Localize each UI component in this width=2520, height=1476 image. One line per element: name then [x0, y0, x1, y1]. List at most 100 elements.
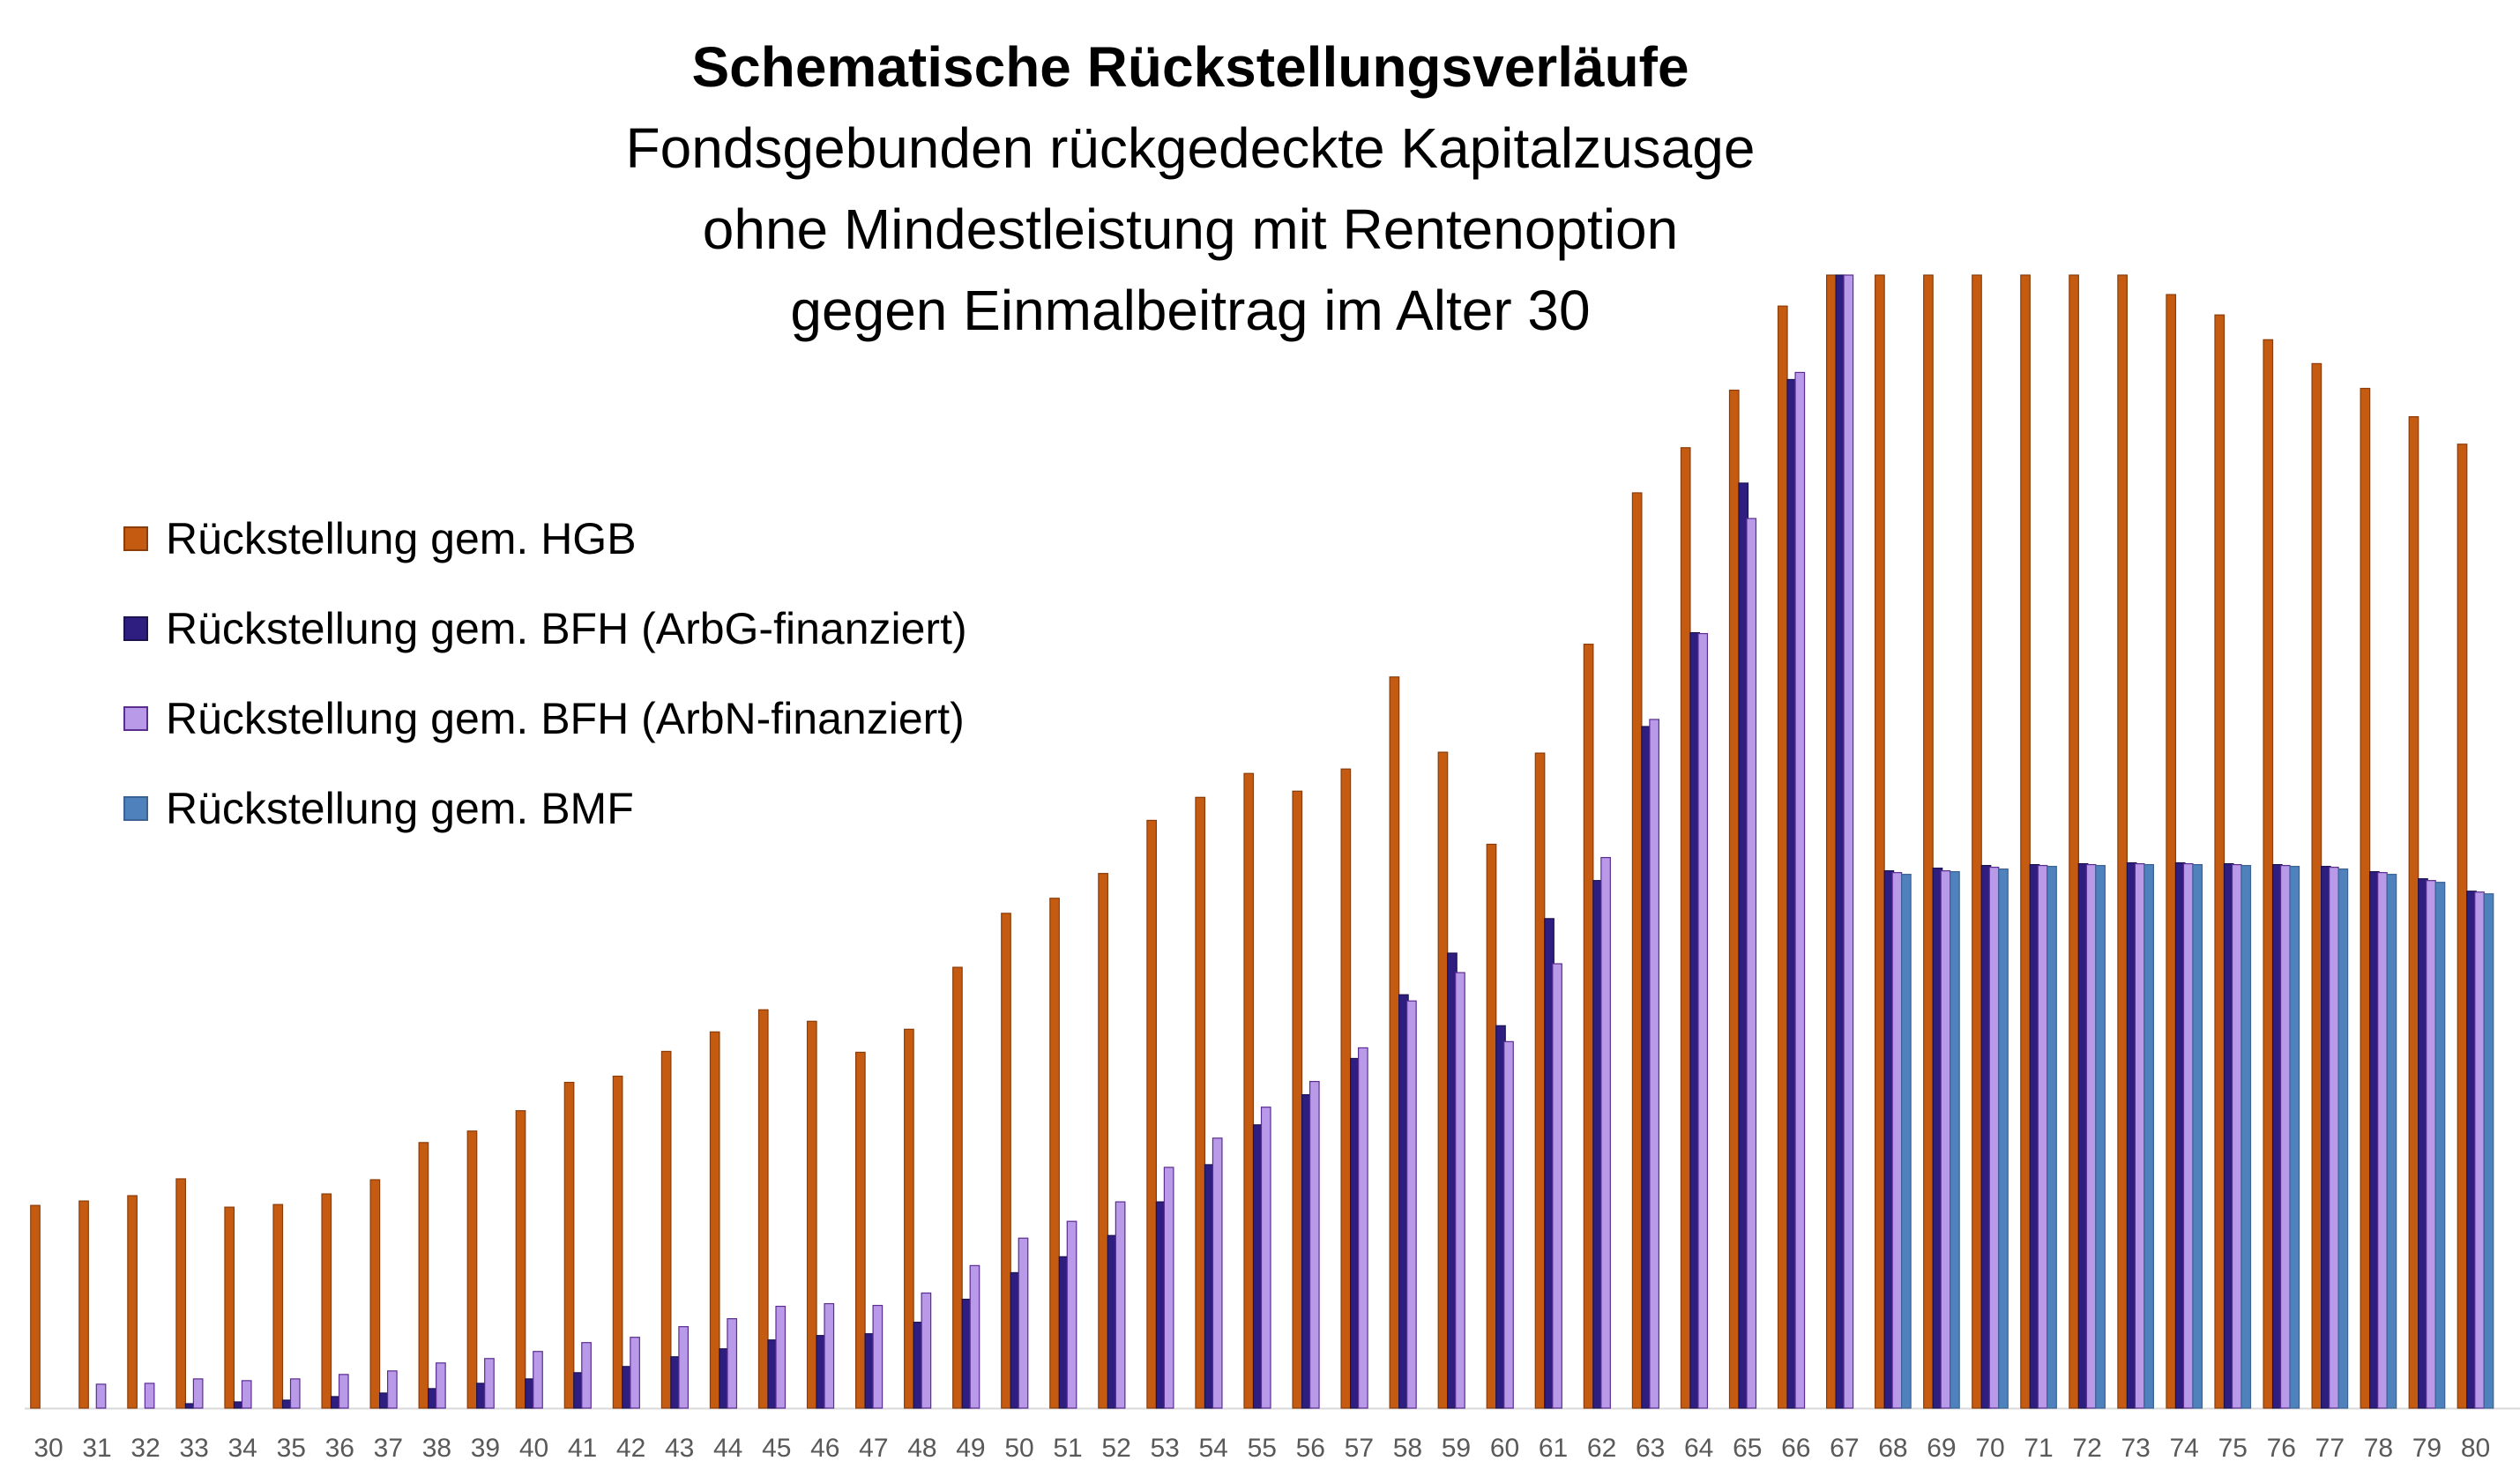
x-tick-label-64: 64 [1684, 1434, 1713, 1463]
bar-hgb-58 [1389, 676, 1400, 1409]
bar-hgb-76 [2263, 339, 2274, 1409]
bar-hgb-54 [1195, 796, 1206, 1409]
bar-bfh-arbn-32 [144, 1383, 155, 1409]
bar-bfh-arbn-66 [1794, 371, 1806, 1409]
x-tick-label-44: 44 [713, 1434, 742, 1463]
bar-bfh-arbn-70 [1988, 867, 2000, 1409]
x-tick-label-73: 73 [2121, 1434, 2150, 1463]
bar-hgb-52 [1098, 873, 1108, 1409]
bar-bfh-arbn-58 [1406, 1000, 1417, 1409]
bar-hgb-77 [2311, 362, 2322, 1409]
bar-hgb-79 [2408, 416, 2419, 1409]
bar-hgb-67 [1826, 274, 1837, 1409]
bar-hgb-71 [2020, 274, 2031, 1409]
bar-hgb-70 [1972, 274, 1982, 1409]
x-tick-label-72: 72 [2072, 1434, 2101, 1463]
bar-hgb-57 [1340, 768, 1352, 1409]
bar-bfh-arbn-47 [872, 1304, 883, 1409]
x-tick-label-42: 42 [616, 1434, 645, 1463]
bar-bfh-arbn-55 [1260, 1107, 1271, 1409]
bar-bfh-arbn-41 [581, 1342, 592, 1409]
bar-bmf-70 [1998, 868, 2009, 1409]
x-tick-label-51: 51 [1053, 1434, 1082, 1463]
x-tick-label-52: 52 [1101, 1434, 1130, 1463]
legend-item-bfh-arbn: Rückstellung gem. BFH (ArbN-finanziert) [123, 674, 967, 764]
bar-bmf-69 [1950, 871, 1960, 1409]
bar-hgb-34 [224, 1206, 235, 1409]
bar-bfh-arbn-69 [1940, 870, 1951, 1409]
bar-hgb-33 [175, 1178, 186, 1409]
legend-swatch-bfh-arbn [123, 706, 148, 731]
bar-hgb-56 [1292, 790, 1303, 1409]
bar-bfh-arbn-35 [289, 1378, 301, 1409]
x-tick-label-43: 43 [665, 1434, 694, 1463]
bar-bfh-arbn-50 [1018, 1237, 1029, 1409]
bar-bmf-77 [2337, 868, 2349, 1409]
bar-bmf-74 [2192, 863, 2203, 1409]
bar-hgb-73 [2117, 274, 2128, 1409]
x-tick-label-54: 54 [1199, 1434, 1228, 1463]
bar-hgb-40 [515, 1110, 526, 1409]
bar-hgb-66 [1777, 305, 1788, 1409]
bar-bfh-arbn-78 [2377, 872, 2388, 1409]
bar-hgb-64 [1680, 447, 1691, 1409]
x-tick-label-59: 59 [1442, 1434, 1471, 1463]
x-tick-label-49: 49 [956, 1434, 985, 1463]
bar-bfh-arbn-76 [2279, 865, 2291, 1409]
bar-hgb-62 [1583, 644, 1594, 1409]
bar-hgb-30 [30, 1204, 41, 1409]
bar-hgb-69 [1923, 274, 1934, 1409]
x-tick-label-70: 70 [1975, 1434, 2004, 1463]
x-tick-label-76: 76 [2267, 1434, 2296, 1463]
bar-hgb-31 [78, 1200, 89, 1409]
bar-hgb-55 [1243, 772, 1255, 1409]
bar-hgb-74 [2166, 294, 2177, 1409]
x-tick-label-56: 56 [1296, 1434, 1325, 1463]
bar-bfh-arbn-44 [727, 1318, 738, 1409]
bar-bfh-arbn-62 [1600, 856, 1611, 1409]
bar-bfh-arbn-53 [1163, 1167, 1174, 1409]
bar-bfh-arbn-73 [2134, 862, 2145, 1409]
x-tick-label-66: 66 [1781, 1434, 1810, 1463]
x-tick-label-46: 46 [810, 1434, 839, 1463]
x-tick-label-79: 79 [2412, 1434, 2442, 1463]
bar-bfh-arbn-52 [1115, 1201, 1126, 1409]
legend-swatch-bmf [123, 796, 148, 821]
bar-bmf-68 [1901, 874, 1912, 1409]
bar-bmf-78 [2386, 874, 2397, 1409]
bar-bfh-arbn-43 [678, 1326, 690, 1409]
bar-hgb-47 [854, 1051, 866, 1409]
bar-hgb-80 [2457, 444, 2468, 1409]
bar-bfh-arbn-42 [630, 1337, 640, 1409]
bar-hgb-41 [563, 1081, 575, 1409]
x-tick-label-38: 38 [422, 1434, 451, 1463]
bar-hgb-78 [2360, 387, 2371, 1409]
bar-hgb-72 [2069, 274, 2079, 1409]
x-tick-label-61: 61 [1539, 1434, 1568, 1463]
bar-hgb-75 [2214, 314, 2226, 1409]
bar-bfh-arbn-60 [1503, 1040, 1514, 1409]
legend-label-bmf: Rückstellung gem. BMF [166, 784, 634, 833]
chart-subtitle-line-2: ohne Mindestleistung mit Rentenoption [702, 198, 1679, 261]
bar-bfh-arbn-68 [1891, 872, 1903, 1409]
bar-bfh-arbn-49 [969, 1264, 980, 1409]
bar-bfh-arbn-38 [436, 1362, 446, 1409]
bar-bfh-arbn-54 [1212, 1137, 1223, 1409]
chart-subtitle-line-3: gegen Einmalbeitrag im Alter 30 [790, 279, 1591, 342]
bar-hgb-50 [1001, 913, 1011, 1409]
bar-bfh-arbn-51 [1066, 1220, 1077, 1409]
x-tick-label-31: 31 [82, 1434, 111, 1463]
bar-hgb-48 [904, 1028, 914, 1409]
bar-bfh-arbn-34 [241, 1380, 252, 1409]
x-tick-label-36: 36 [325, 1434, 354, 1463]
legend-item-bmf: Rückstellung gem. BMF [123, 764, 967, 854]
bar-bfh-arbn-33 [192, 1378, 204, 1409]
bar-bfh-arbn-40 [533, 1351, 543, 1409]
bar-bfh-arbn-64 [1697, 632, 1709, 1409]
bar-hgb-49 [952, 966, 963, 1409]
bar-hgb-36 [321, 1193, 332, 1409]
x-tick-label-77: 77 [2315, 1434, 2345, 1463]
bar-bfh-arbn-57 [1357, 1047, 1368, 1409]
bar-hgb-65 [1728, 389, 1740, 1409]
